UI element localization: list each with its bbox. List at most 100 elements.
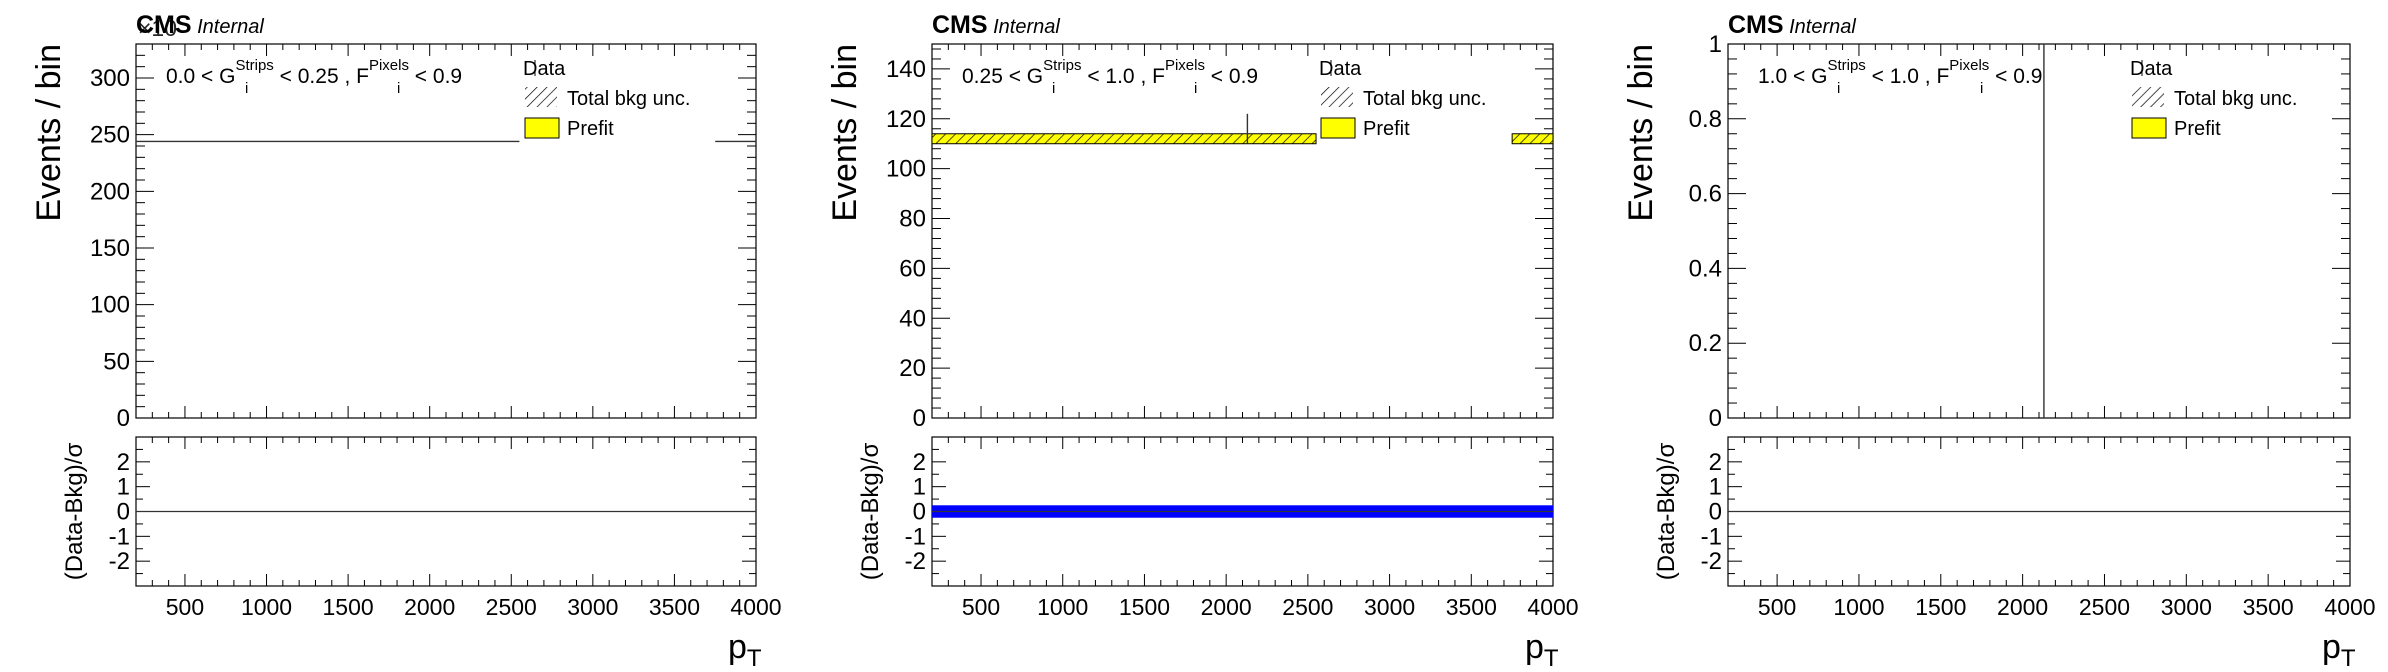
x-axis-title: pT (728, 628, 762, 672)
y-exponent-label: ×10 (138, 15, 177, 41)
ratio-tick-label: -2 (905, 548, 926, 575)
internal-label: Internal (1784, 16, 1857, 38)
x-tick-label: 500 (1758, 594, 1796, 620)
region-label-part: < 1.0 , F (1866, 65, 1949, 88)
region-label-part: < 1.0 , F (1081, 65, 1164, 88)
y-tick-label: 20 (899, 355, 926, 382)
y-tick-label: 1 (1709, 31, 1722, 58)
x-tick-label: 2000 (1997, 594, 2048, 620)
y-tick-label: 50 (103, 348, 130, 375)
region-label: 0.0 < GStrips < 0.25 , FPixels < 0.9 (166, 57, 462, 88)
region-label-sub: i (1052, 80, 1055, 97)
legend-prefit-label: Prefit (2174, 118, 2221, 140)
y-axis-title: Events / bin (30, 44, 68, 222)
cms-label: CMS Internal (932, 11, 1060, 39)
x-axis-title-sub: T (1544, 645, 1559, 672)
cms-label-text: CMS (932, 11, 988, 39)
region-label-sup: Strips (1827, 57, 1865, 74)
ratio-axis-title: (Data-Bkg)/σ (1653, 443, 1680, 581)
ratio-tick-label: 0 (117, 499, 130, 526)
ratio-tick-label: -2 (109, 548, 130, 575)
y-tick-label: 0.6 (1689, 181, 1722, 208)
x-tick-label: 2000 (404, 594, 455, 620)
region-label-part: 1.0 < G (1758, 65, 1827, 88)
x-tick-label: 2500 (1282, 594, 1333, 620)
legend-unc-swatch (1321, 87, 1353, 107)
x-tick-label: 1000 (1037, 594, 1088, 620)
y-tick-label: 100 (90, 292, 130, 319)
y-tick-label: 0.2 (1689, 330, 1722, 357)
region-label: 0.25 < GStrips < 1.0 , FPixels < 0.9 (962, 57, 1258, 88)
region-label-sup: Pixels (1949, 57, 1989, 74)
panel-1: 500 1000 1500 2000 2500 3000 3500 4000050100150… (30, 11, 782, 672)
x-tick-label: 1500 (323, 594, 374, 620)
region-label-sub: i (1194, 80, 1197, 97)
legend-unc-swatch (2132, 87, 2164, 107)
region-label-part: 0.0 < G (166, 65, 235, 88)
x-tick-label: 4000 (2324, 594, 2375, 620)
legend-prefit-label: Prefit (567, 118, 614, 140)
legend-unc-swatch (525, 87, 557, 107)
x-tick-label: 3000 (1364, 594, 1415, 620)
cms-label-text: CMS (136, 11, 192, 39)
ratio-tick-label: -2 (1701, 548, 1722, 575)
cms-label: CMS Internal (1728, 11, 1856, 39)
region-label-part: 0.25 < G (962, 65, 1043, 88)
region-label-part: < 0.9 (1205, 65, 1258, 88)
y-axis-title: Events / bin (1622, 44, 1660, 222)
y-tick-label: 150 (90, 235, 130, 262)
ratio-tick-label: 1 (1709, 474, 1722, 501)
x-tick-label: 500 (166, 594, 204, 620)
y-tick-label: 0 (913, 405, 926, 432)
y-tick-label: 0 (1709, 405, 1722, 432)
cms-label-text: CMS (1728, 11, 1784, 39)
x-tick-label: 1500 (1915, 594, 1966, 620)
x-tick-label: 2500 (486, 594, 537, 620)
x-tick-label: 500 (962, 594, 1000, 620)
y-tick-label: 140 (886, 56, 926, 83)
x-axis-title-main: p (728, 628, 747, 666)
ratio-tick-label: -1 (109, 523, 130, 550)
region-label-sup: Pixels (1165, 57, 1205, 74)
region-label-part: < 0.9 (409, 65, 462, 88)
x-axis-title-main: p (2322, 628, 2341, 666)
ratio-tick-label: -1 (905, 523, 926, 550)
y-tick-label: 250 (90, 122, 130, 149)
ratio-tick-label: 2 (913, 449, 926, 476)
y-tick-label: 0.8 (1689, 106, 1722, 133)
y-tick-label: 40 (899, 305, 926, 332)
y-tick-label: 120 (886, 106, 926, 133)
legend-prefit-label: Prefit (1363, 118, 1410, 140)
ratio-tick-label: 2 (1709, 449, 1722, 476)
x-tick-label: 2000 (1201, 594, 1252, 620)
x-tick-label: 1000 (1833, 594, 1884, 620)
panel-2: 500 1000 1500 2000 2500 3000 3500 4000020406080… (826, 11, 1579, 672)
region-label: 1.0 < GStrips < 1.0 , FPixels < 0.9 (1758, 57, 2042, 88)
ratio-tick-label: -1 (1701, 523, 1722, 550)
legend-unc-label: Total bkg unc. (2174, 88, 2297, 110)
x-axis-title-sub: T (747, 645, 762, 672)
x-axis-title: pT (1525, 628, 1559, 672)
ratio-tick-label: 1 (913, 474, 926, 501)
y-tick-label: 300 (90, 65, 130, 92)
ratio-tick-label: 1 (117, 474, 130, 501)
y-tick-label: 100 (886, 156, 926, 183)
legend-unc-label: Total bkg unc. (567, 88, 690, 110)
y-tick-label: 0.4 (1689, 255, 1722, 282)
bkg-uncertainty-band (931, 133, 1317, 145)
y-axis-title: Events / bin (826, 44, 864, 222)
x-tick-label: 2500 (2079, 594, 2130, 620)
x-axis-title-sub: T (2341, 645, 2356, 672)
x-tick-label: 3500 (2243, 594, 2294, 620)
ratio-tick-label: 0 (913, 499, 926, 526)
region-label-sub: i (1837, 80, 1840, 97)
internal-label: Internal (192, 16, 265, 38)
ratio-tick-label: 0 (1709, 499, 1722, 526)
x-tick-label: 1500 (1119, 594, 1170, 620)
x-tick-label: 3000 (567, 594, 618, 620)
legend-prefit-swatch (524, 117, 560, 139)
legend-unc-label: Total bkg unc. (1363, 88, 1486, 110)
region-label-sup: Pixels (369, 57, 409, 74)
x-axis-title: pT (2322, 628, 2356, 672)
